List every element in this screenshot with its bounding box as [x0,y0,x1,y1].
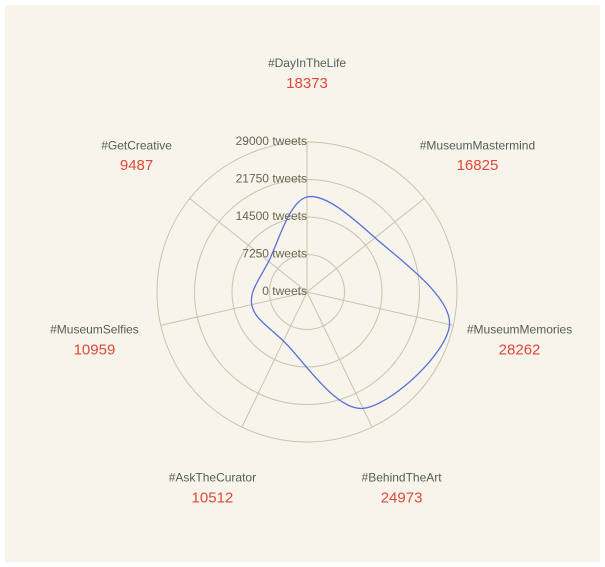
value-label: 28262 [499,341,541,358]
category-label: #MuseumSelfies [50,323,139,337]
category-label: #GetCreative [101,138,172,152]
r-tick-label: 29000 tweets [236,134,307,148]
r-tick-label: 21750 tweets [236,172,307,186]
category-label: #MuseumMastermind [420,138,535,152]
spoke [241,291,308,428]
spoke [306,291,373,428]
data-line [250,195,451,410]
value-label: 18373 [286,75,328,92]
category-label: #DayInTheLife [268,56,346,70]
r-tick-label: 7250 tweets [242,247,307,261]
panel [5,5,600,562]
category-label: #BehindTheArt [362,471,443,485]
value-label: 10959 [74,341,116,358]
value-label: 10512 [192,489,234,506]
r-tick-label: 0 tweets [262,284,307,298]
r-tick-label: 14500 tweets [236,209,307,223]
category-label: #AskTheCurator [169,471,256,485]
value-label: 9487 [120,157,153,174]
value-label: 16825 [457,157,499,174]
spoke [306,198,425,293]
spoke [160,291,308,326]
category-label: #MuseumMemories [467,323,572,337]
spoke [306,291,454,326]
spoke [189,198,308,293]
value-label: 24973 [381,489,423,506]
